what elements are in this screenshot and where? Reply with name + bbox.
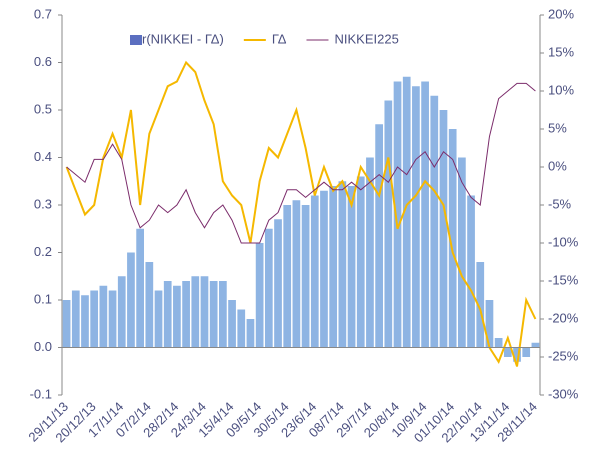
y2-tick-label: 10% bbox=[548, 82, 574, 97]
bar bbox=[338, 181, 347, 348]
bar bbox=[255, 243, 264, 348]
bar bbox=[219, 281, 227, 348]
y2-tick-label: -10% bbox=[548, 234, 579, 249]
bar bbox=[375, 124, 383, 348]
bar bbox=[347, 186, 356, 348]
bar bbox=[163, 281, 172, 348]
bar bbox=[90, 290, 99, 348]
y2-tick-label: -20% bbox=[548, 310, 579, 325]
y2-tick-label: -5% bbox=[548, 196, 572, 211]
y2-tick-label: 15% bbox=[548, 44, 574, 59]
bar bbox=[301, 205, 310, 348]
legend-label: NIKKEI225 bbox=[334, 31, 398, 46]
y-tick-label: 0.6 bbox=[34, 54, 52, 69]
bar bbox=[485, 300, 494, 348]
legend-swatch bbox=[130, 35, 142, 45]
bar bbox=[62, 300, 71, 348]
y-tick-label: 0.5 bbox=[34, 101, 52, 116]
bar bbox=[522, 347, 531, 357]
y2-tick-label: 5% bbox=[548, 120, 567, 135]
y2-tick-label: 0% bbox=[548, 158, 567, 173]
bar bbox=[458, 157, 466, 348]
bar bbox=[228, 300, 236, 348]
bar bbox=[117, 276, 126, 348]
bar bbox=[191, 276, 200, 348]
bar bbox=[412, 86, 420, 348]
bar bbox=[200, 276, 209, 348]
bar bbox=[127, 252, 135, 348]
bar bbox=[173, 285, 181, 348]
bar bbox=[274, 219, 282, 348]
bar bbox=[366, 157, 374, 348]
bar bbox=[448, 129, 457, 348]
y2-tick-label: -25% bbox=[548, 348, 579, 363]
bar bbox=[320, 190, 328, 348]
bar bbox=[264, 228, 273, 348]
bar bbox=[283, 205, 292, 348]
bar bbox=[531, 342, 540, 348]
bar bbox=[476, 262, 485, 348]
bar bbox=[329, 186, 338, 348]
bar bbox=[246, 319, 255, 348]
bar bbox=[503, 347, 512, 357]
legend-label: r(NIKKEI - ΓΔ) bbox=[142, 31, 224, 46]
legend-label: ΓΔ bbox=[272, 31, 287, 46]
y-tick-label: 0.1 bbox=[34, 291, 52, 306]
bar bbox=[430, 95, 439, 348]
bar bbox=[292, 200, 301, 348]
bar bbox=[71, 290, 80, 348]
bar bbox=[356, 176, 365, 348]
bar bbox=[467, 195, 475, 348]
bar bbox=[402, 76, 411, 348]
y-tick-label: 0.2 bbox=[34, 244, 52, 259]
y-tick-label: 0.7 bbox=[34, 6, 52, 21]
bar bbox=[513, 347, 521, 362]
y-tick-label: -0.1 bbox=[30, 386, 52, 401]
bar bbox=[136, 228, 144, 348]
bar bbox=[99, 285, 108, 348]
line-series bbox=[65, 60, 537, 367]
bar bbox=[182, 281, 190, 348]
bar bbox=[154, 290, 163, 348]
bar bbox=[310, 195, 319, 348]
bar bbox=[393, 81, 402, 348]
bar bbox=[494, 338, 503, 348]
y2-tick-label: -15% bbox=[548, 272, 579, 287]
y2-tick-label: 20% bbox=[548, 6, 574, 21]
bar bbox=[209, 281, 218, 348]
bar bbox=[421, 81, 429, 348]
bar bbox=[145, 262, 154, 348]
y-tick-label: 0.3 bbox=[34, 196, 52, 211]
bar bbox=[81, 295, 89, 348]
y-tick-label: 0.0 bbox=[34, 339, 52, 354]
y2-tick-label: -30% bbox=[548, 386, 579, 401]
bar bbox=[439, 110, 448, 348]
line-series bbox=[66, 82, 536, 244]
bar bbox=[237, 309, 246, 348]
y-tick-label: 0.4 bbox=[34, 149, 52, 164]
bar bbox=[108, 290, 117, 348]
bar bbox=[384, 100, 393, 348]
